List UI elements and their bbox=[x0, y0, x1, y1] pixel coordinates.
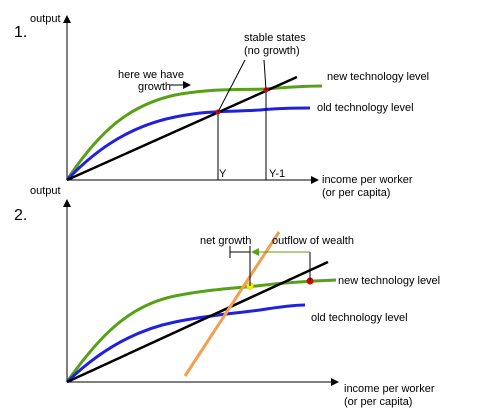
panel-1-old-tech-curve bbox=[65, 106, 311, 182]
panel-1-stable-pointer-2 bbox=[263, 59, 267, 91]
panel-2-income-line bbox=[66, 260, 329, 384]
panel-2: 2. output income per worker (or per capi… bbox=[14, 185, 440, 408]
panel-1-tick-y: Y bbox=[219, 168, 227, 180]
panel-1-x-axis-label-line2: (or per capita) bbox=[322, 187, 390, 199]
panel-2-y-axis-label: output bbox=[30, 185, 61, 197]
panel-2-old-tech-label: old technology level bbox=[311, 312, 408, 324]
panel-1-x-axis-label-line1: income per worker bbox=[322, 174, 413, 186]
panel-2-outflow-line bbox=[183, 231, 281, 377]
panel-1-stable-label-line1: stable states bbox=[244, 32, 306, 44]
panel-1-tick-y1: Y-1 bbox=[269, 168, 285, 180]
panel-1-stable-label-line2: (no growth) bbox=[244, 45, 300, 57]
panel-2-new-tech-label: new technology level bbox=[338, 275, 440, 287]
panel-2-new-tech-curve bbox=[65, 278, 337, 383]
panel-1-number: 1. bbox=[14, 24, 27, 41]
panel-2-old-tech-curve bbox=[65, 303, 306, 384]
panel-1-new-tech-curve bbox=[65, 84, 323, 181]
panel-1-growth-label-line1: here we have bbox=[118, 69, 184, 81]
panel-2-net-growth-label: net growth bbox=[200, 235, 251, 247]
panel-2-outflow-label: outflow of wealth bbox=[272, 235, 354, 247]
panel-2-x-axis-label-line1: income per worker bbox=[344, 383, 435, 395]
panel-1-y-axis-label: output bbox=[30, 13, 61, 25]
panel-1: 1. output income per worker (or per capi… bbox=[14, 13, 429, 199]
panel-2-x-axis-label-line2: (or per capita) bbox=[344, 396, 412, 408]
panel-1-new-tech-label: new technology level bbox=[327, 71, 429, 83]
panel-1-old-tech-label: old technology level bbox=[317, 102, 414, 114]
panel-1-growth-label-line2: growth bbox=[138, 81, 171, 93]
panel-2-number: 2. bbox=[14, 207, 27, 224]
panel-1-income-line bbox=[66, 75, 298, 182]
panel-1-stable-pointer-1 bbox=[217, 59, 246, 113]
